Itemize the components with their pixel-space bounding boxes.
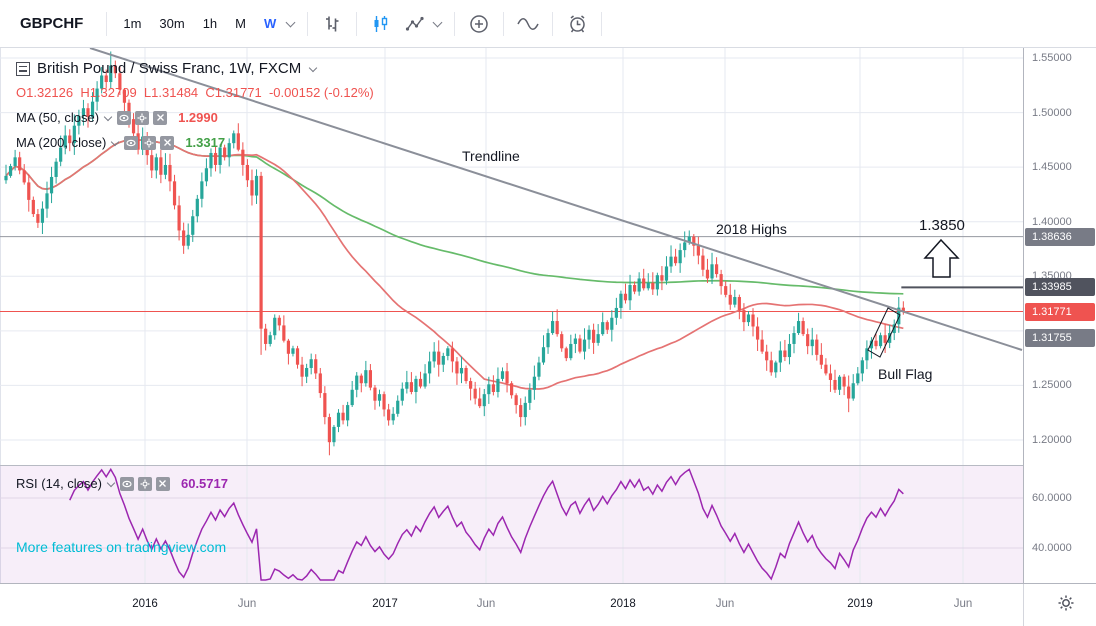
2018-highs-label[interactable]: 2018 Highs bbox=[716, 221, 787, 237]
style-dropdown-chevron-icon[interactable] bbox=[432, 17, 443, 28]
price-axis[interactable]: 1.55000 1.50000 1.45000 1.40000 1.35000 1.250… bbox=[1023, 48, 1096, 583]
rsi-legend: RSI (14, close) 60.5717 bbox=[16, 476, 228, 491]
price-axis-label: 1.20000 bbox=[1032, 434, 1072, 446]
price-axis-label: 1.40000 bbox=[1032, 215, 1072, 228]
tradingview-watermark-link[interactable]: More features on tradingview.com bbox=[16, 539, 227, 555]
interval-30m-button[interactable]: 30m bbox=[150, 10, 193, 37]
price-axis-badge: 1.38636 bbox=[1025, 227, 1095, 246]
time-axis-label: 2016 bbox=[132, 598, 158, 610]
area-style-icon[interactable] bbox=[398, 7, 432, 41]
close-icon[interactable] bbox=[155, 476, 170, 491]
ma50-value: 1.2990 bbox=[178, 110, 218, 125]
chart-title[interactable]: British Pound / Swiss Franc, 1W, FXCM bbox=[37, 60, 302, 77]
ma200-label[interactable]: MA (200, close) bbox=[16, 135, 107, 150]
price-axis-label: 1.45000 bbox=[1032, 161, 1072, 174]
price-axis-label: 1.55000 bbox=[1032, 52, 1072, 64]
candle-style-icon[interactable] bbox=[364, 7, 398, 41]
rsi-chevron-icon[interactable] bbox=[106, 478, 116, 487]
settings-icon[interactable] bbox=[135, 110, 150, 125]
toolbar-divider bbox=[356, 11, 358, 36]
ohlc-values: O1.32126 H1.32709 L1.31484 C1.31771 -0.0… bbox=[16, 85, 374, 100]
main-legend: British Pound / Swiss Franc, 1W, FXCM O1… bbox=[16, 60, 374, 150]
rsi-axis-label: 40.0000 bbox=[1032, 542, 1072, 554]
toolbar-divider bbox=[106, 11, 108, 36]
time-axis-label: Jun bbox=[715, 598, 735, 610]
toolbar-divider bbox=[307, 11, 309, 36]
bull-flag-label[interactable]: Bull Flag bbox=[878, 366, 933, 382]
bar-style-icon[interactable] bbox=[315, 7, 349, 41]
time-axis-label: 2018 bbox=[610, 598, 636, 610]
trendline-label[interactable]: Trendline bbox=[462, 148, 520, 164]
price-axis-badge: 1.33985 bbox=[1025, 278, 1095, 297]
toolbar-divider bbox=[503, 11, 505, 36]
settings-gear-icon[interactable] bbox=[1058, 595, 1074, 616]
interval-1h-button[interactable]: 1h bbox=[194, 10, 226, 37]
toolbar-divider bbox=[552, 11, 554, 36]
candlestick-chart[interactable] bbox=[0, 48, 1023, 583]
time-axis-label: Jun bbox=[237, 598, 257, 610]
price-axis-label: 1.25000 bbox=[1032, 379, 1072, 392]
ma50-label[interactable]: MA (50, close) bbox=[16, 110, 100, 125]
interval-M-button[interactable]: M bbox=[226, 10, 255, 37]
close-icon[interactable] bbox=[160, 135, 175, 150]
time-axis-label: Jun bbox=[476, 598, 496, 610]
toolbar-divider bbox=[601, 11, 603, 36]
time-axis-label: 2017 bbox=[372, 598, 398, 610]
interval-dropdown-chevron-icon[interactable] bbox=[285, 17, 296, 28]
compare-icon[interactable] bbox=[462, 7, 496, 41]
settings-icon[interactable] bbox=[142, 135, 157, 150]
ma200-value: 1.3317 bbox=[185, 135, 226, 150]
time-axis-label: 2019 bbox=[847, 598, 873, 610]
pane-divider[interactable] bbox=[0, 465, 1096, 466]
price-target-label[interactable]: 1.3850 bbox=[919, 217, 965, 234]
eye-icon[interactable] bbox=[117, 110, 132, 125]
settings-icon[interactable] bbox=[137, 476, 152, 491]
interval-1m-button[interactable]: 1m bbox=[114, 10, 150, 37]
rsi-value: 60.5717 bbox=[180, 476, 228, 491]
price-axis-badge: 1.31755 bbox=[1025, 328, 1095, 347]
collapse-pane-icon[interactable] bbox=[16, 61, 30, 76]
time-axis-label: Jun bbox=[953, 598, 973, 610]
indicators-icon[interactable] bbox=[511, 7, 545, 41]
rsi-axis-label: 60.0000 bbox=[1032, 492, 1072, 504]
price-axis-label: 1.50000 bbox=[1032, 106, 1072, 119]
alert-clock-icon[interactable] bbox=[560, 7, 594, 41]
eye-icon[interactable] bbox=[119, 476, 134, 491]
toolbar-divider bbox=[454, 11, 456, 36]
rsi-label[interactable]: RSI (14, close) bbox=[16, 476, 102, 491]
chart-area: British Pound / Swiss Franc, 1W, FXCM O1… bbox=[0, 48, 1096, 583]
ma200-chevron-icon[interactable] bbox=[111, 137, 120, 146]
axis-corner-divider bbox=[1023, 584, 1024, 626]
close-icon[interactable] bbox=[153, 110, 168, 125]
price-axis-badge: 1.31771 bbox=[1025, 302, 1095, 321]
chart-title-chevron-icon[interactable] bbox=[309, 63, 318, 72]
eye-icon[interactable] bbox=[124, 135, 139, 150]
interval-W-button[interactable]: W bbox=[255, 10, 285, 37]
top-toolbar: GBPCHF 1m 30m 1h M W bbox=[0, 0, 1096, 48]
time-axis[interactable]: 2016 Jun 2017 Jun 2018 Jun 2019 Jun bbox=[0, 583, 1096, 626]
ma50-chevron-icon[interactable] bbox=[103, 112, 113, 121]
symbol-name[interactable]: GBPCHF bbox=[20, 15, 84, 32]
